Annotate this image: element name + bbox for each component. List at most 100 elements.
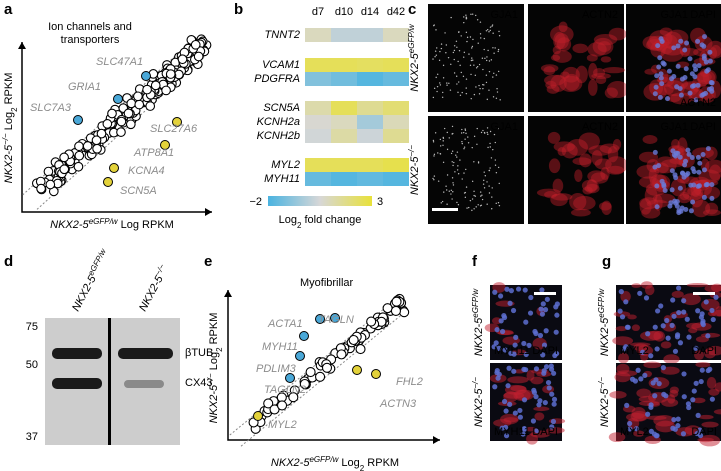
data-point xyxy=(133,91,143,102)
cell xyxy=(638,151,659,163)
gene-label: TAGLN xyxy=(318,314,354,326)
nucleus xyxy=(655,43,661,49)
speckle xyxy=(451,177,454,179)
label-part: −/− xyxy=(471,377,480,389)
cell xyxy=(593,33,618,46)
y-axis-label: NKX2-5−/− Log2 RPKM xyxy=(1,73,19,184)
nucleus xyxy=(706,86,712,92)
cell xyxy=(587,42,607,57)
speckle xyxy=(498,204,501,207)
speckle xyxy=(489,142,491,145)
cell xyxy=(540,64,559,73)
heatmap-cell xyxy=(357,172,383,186)
cell xyxy=(655,420,676,433)
nucleus xyxy=(660,364,666,371)
speckle xyxy=(446,203,448,205)
speckle xyxy=(498,30,500,33)
speckle xyxy=(454,171,456,173)
speckle xyxy=(464,138,466,140)
speckle xyxy=(468,53,470,55)
speckle xyxy=(463,146,466,148)
speckle xyxy=(448,82,450,84)
speckle xyxy=(449,89,452,91)
row-label: MYL2 xyxy=(271,159,300,171)
nucleus xyxy=(498,318,504,324)
row-label: KCNH2a xyxy=(257,116,300,128)
speckle xyxy=(497,48,500,51)
cell xyxy=(660,46,684,62)
speckle xyxy=(473,93,476,96)
nucleus xyxy=(637,290,643,296)
cell xyxy=(567,138,588,156)
speckle xyxy=(441,96,444,98)
speckle xyxy=(460,35,462,37)
speckle xyxy=(469,36,472,38)
gene-label: FHL2 xyxy=(396,376,423,388)
nucleus xyxy=(627,426,633,432)
nucleus xyxy=(502,347,508,353)
cell xyxy=(562,66,580,83)
label-part: −/− xyxy=(407,145,416,157)
highlight-point xyxy=(295,351,305,361)
speckle xyxy=(486,127,489,129)
speckle xyxy=(432,177,434,180)
nucleus xyxy=(551,396,558,402)
data-point xyxy=(74,150,85,161)
speckle xyxy=(448,190,450,192)
cell xyxy=(669,386,679,394)
nucleus xyxy=(521,426,527,432)
nucleus xyxy=(658,71,664,77)
cell xyxy=(588,79,598,96)
speckle xyxy=(446,148,449,151)
colorbar xyxy=(268,196,372,206)
panel-letter: e xyxy=(204,253,212,270)
speckle xyxy=(457,173,460,175)
cell xyxy=(557,147,567,156)
micrograph xyxy=(528,4,624,112)
cell xyxy=(687,187,702,196)
data-point xyxy=(161,85,171,96)
cell xyxy=(581,179,599,192)
speckle xyxy=(442,77,445,79)
speckle xyxy=(450,63,452,66)
nucleus xyxy=(617,308,623,314)
nucleus xyxy=(690,397,696,403)
speckle xyxy=(490,59,493,61)
nucleus xyxy=(678,92,684,98)
data-point xyxy=(74,141,84,152)
data-point xyxy=(123,108,134,119)
cell xyxy=(547,131,561,144)
speckle xyxy=(457,204,460,206)
nucleus xyxy=(623,344,629,350)
axes xyxy=(21,42,212,213)
speckle xyxy=(461,140,463,143)
gene-label: KCNA4 xyxy=(128,165,165,177)
nucleus xyxy=(680,431,687,437)
speckle xyxy=(492,47,494,49)
cell xyxy=(600,56,612,63)
label-part: eGFP/w xyxy=(309,455,339,464)
heatmap-cell xyxy=(357,101,383,115)
cell xyxy=(507,376,529,384)
cell xyxy=(609,391,627,399)
data-point xyxy=(355,344,366,355)
data-point xyxy=(336,349,347,360)
cell xyxy=(702,209,721,217)
cell xyxy=(677,137,688,155)
nucleus xyxy=(648,353,654,359)
cell xyxy=(570,208,591,217)
nucleus xyxy=(553,329,559,335)
heatmap-cell xyxy=(331,172,357,186)
speckle xyxy=(456,201,458,204)
cell xyxy=(709,164,721,181)
speckle xyxy=(461,91,463,94)
nucleus xyxy=(492,384,498,390)
cell xyxy=(698,169,721,185)
speckle xyxy=(444,32,446,34)
nucleus xyxy=(652,164,658,170)
nucleus xyxy=(526,342,532,348)
speckle xyxy=(470,97,472,100)
speckle xyxy=(484,175,486,177)
nucleus xyxy=(515,286,522,292)
speckle xyxy=(463,172,465,174)
